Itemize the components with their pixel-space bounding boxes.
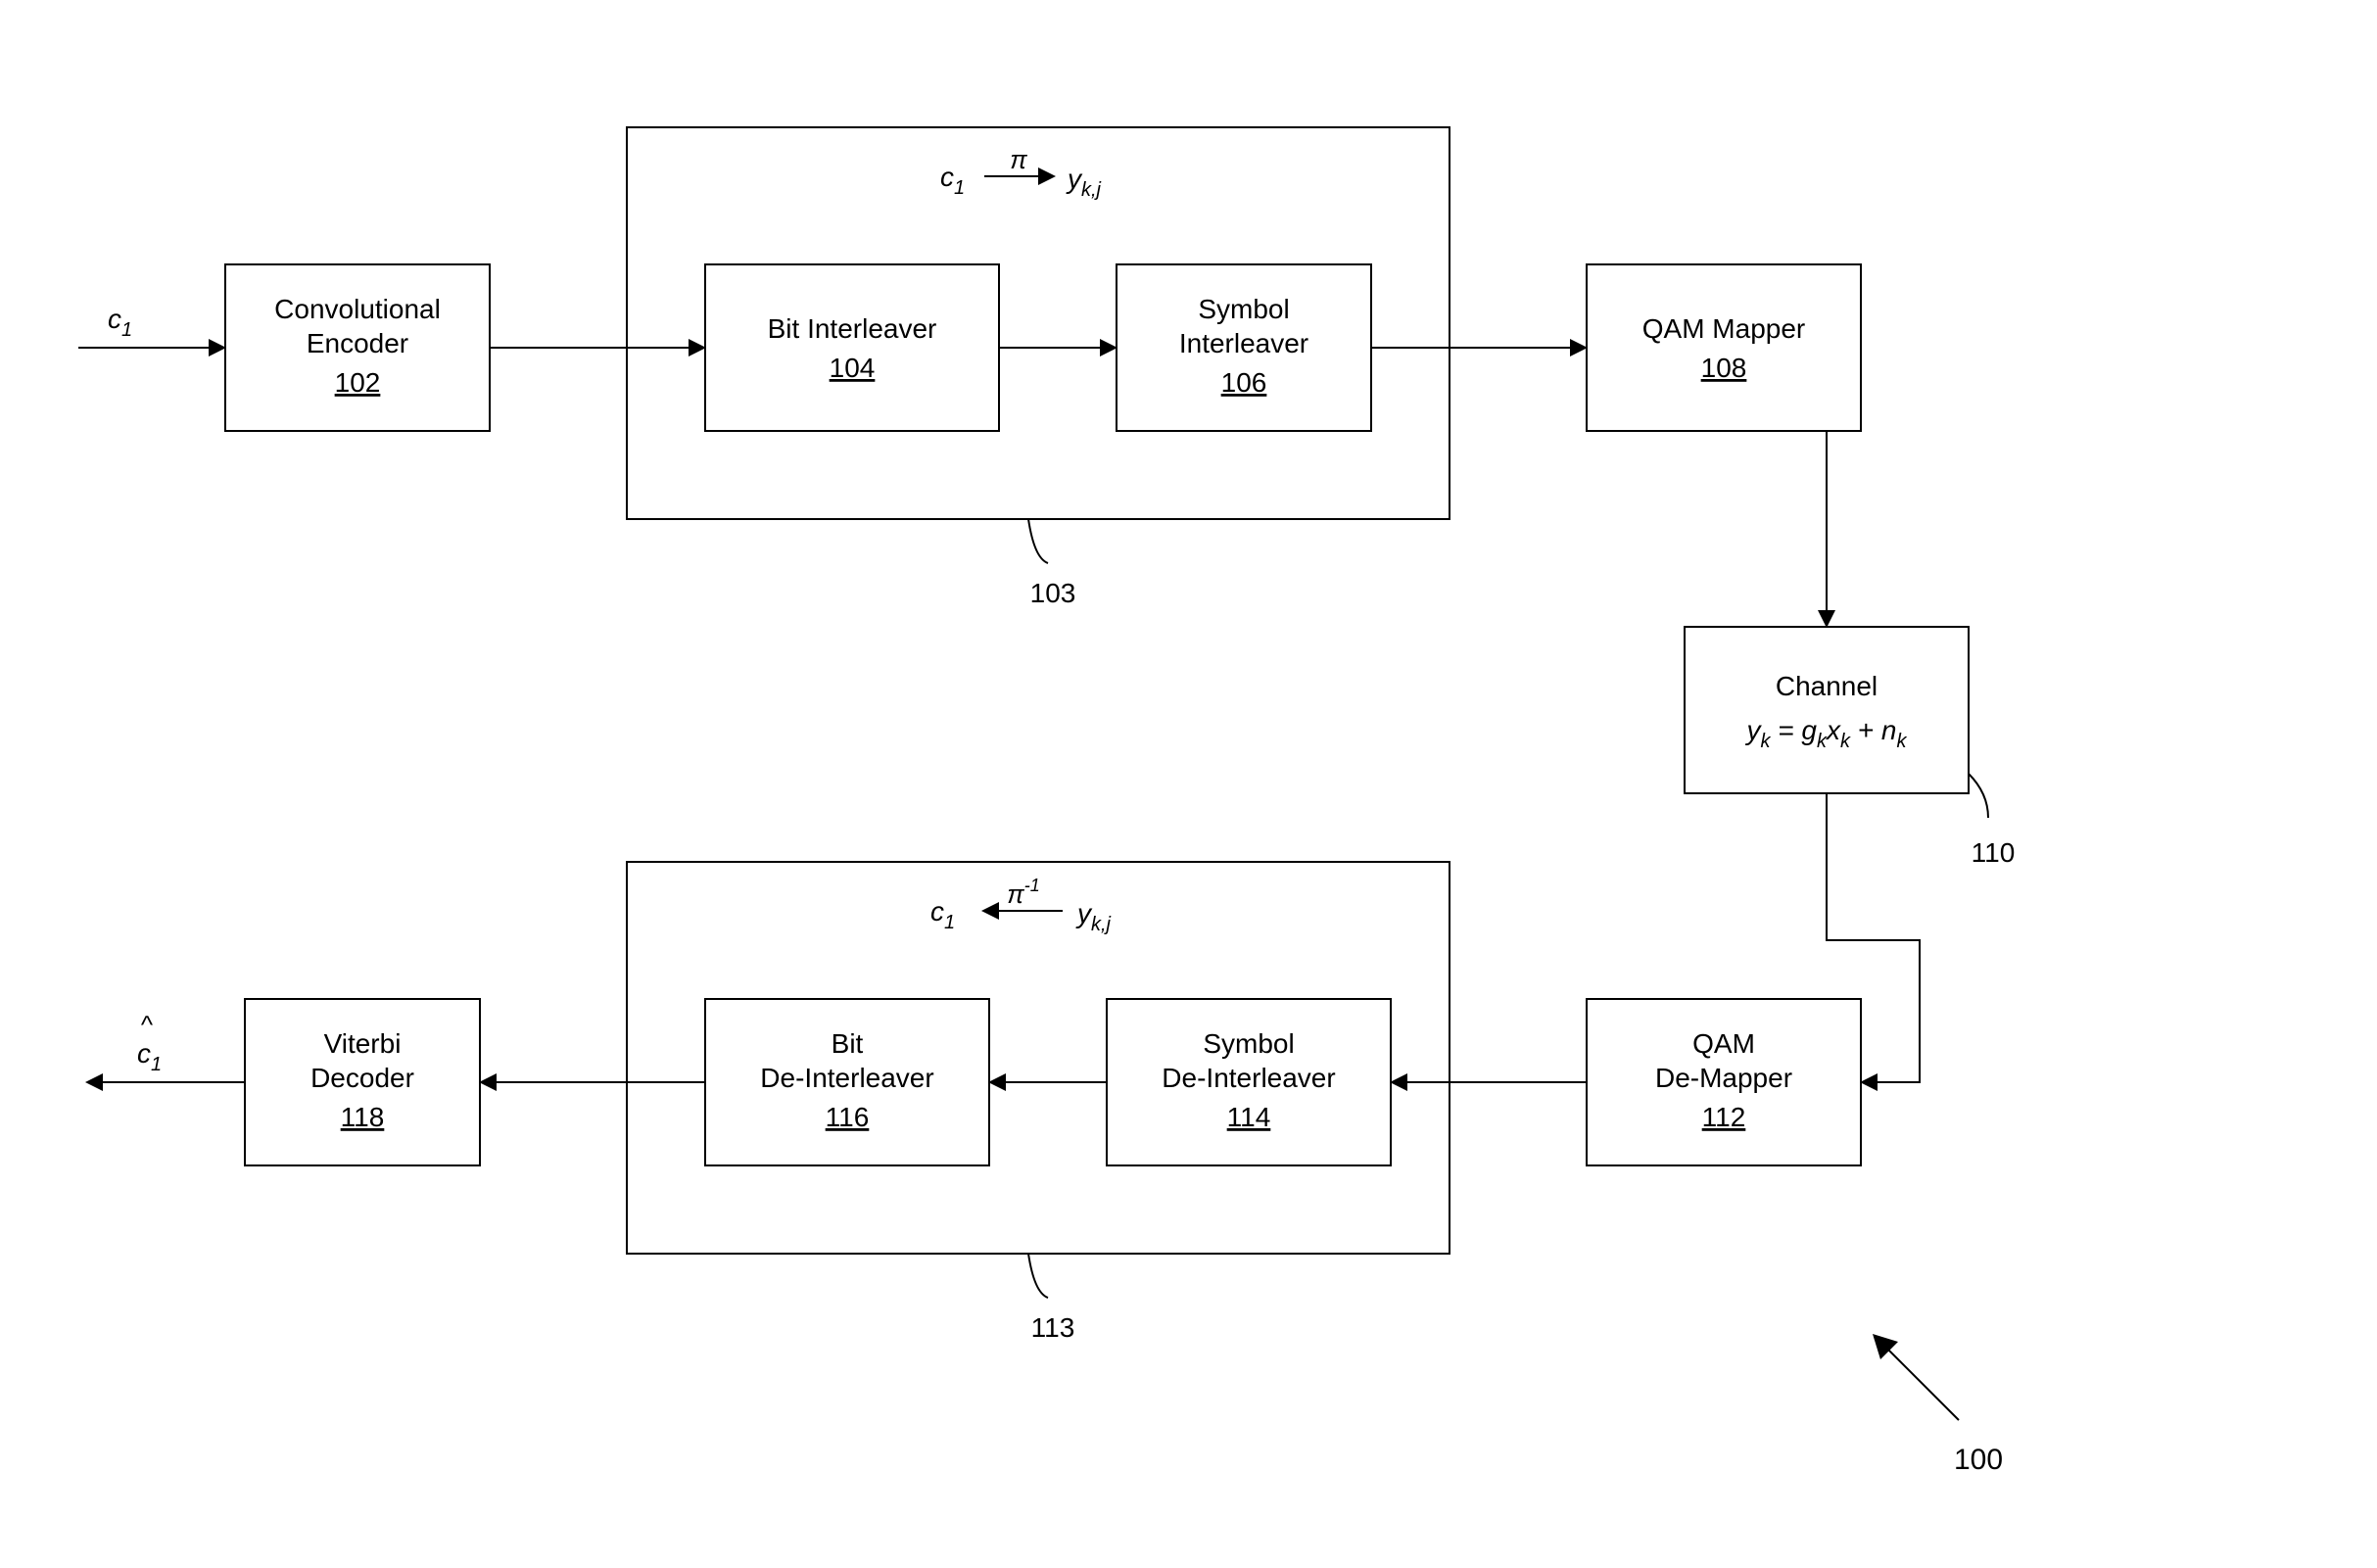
svg-text:De-Interleaver: De-Interleaver — [1162, 1063, 1335, 1093]
svg-text:118: 118 — [341, 1102, 385, 1132]
interleaver-ref: 103 — [1030, 578, 1076, 608]
deinterleaver-ref: 113 — [1031, 1312, 1075, 1343]
svg-text:Interleaver: Interleaver — [1179, 328, 1308, 358]
svg-text:yk,j: yk,j — [1066, 164, 1102, 201]
svg-text:102: 102 — [335, 367, 381, 398]
symbol-deinterleaver-block: Symbol De-Interleaver 114 — [1107, 999, 1391, 1165]
svg-text:100: 100 — [1954, 1444, 2003, 1476]
svg-text:112: 112 — [1702, 1102, 1746, 1132]
perm-label-top: c1 π yk,j — [940, 145, 1102, 201]
symbol-interleaver-block: Symbol Interleaver 106 — [1117, 264, 1371, 431]
svg-text:114: 114 — [1227, 1102, 1271, 1132]
qam-mapper-block: QAM Mapper 108 — [1587, 264, 1861, 431]
svg-text:106: 106 — [1221, 367, 1267, 398]
svg-text:Symbol: Symbol — [1198, 294, 1289, 324]
svg-text:Bit: Bit — [832, 1028, 864, 1059]
bit-interleaver-block: Bit Interleaver 104 — [705, 264, 999, 431]
svg-text:Symbol: Symbol — [1203, 1028, 1294, 1059]
block-diagram: 103 113 c1 π yk,j c1 π-1 yk,j Convolutio… — [0, 0, 2377, 1568]
svg-text:De-Interleaver: De-Interleaver — [760, 1063, 933, 1093]
viterbi-decoder-block: Viterbi Decoder 118 — [245, 999, 480, 1165]
svg-text:Viterbi: Viterbi — [324, 1028, 402, 1059]
svg-text:Convolutional: Convolutional — [274, 294, 441, 324]
svg-text:Encoder: Encoder — [307, 328, 408, 358]
svg-text:108: 108 — [1701, 353, 1747, 383]
svg-text:Decoder: Decoder — [310, 1063, 414, 1093]
output-hat: ^ — [141, 1010, 154, 1039]
svg-text:yk,j: yk,j — [1075, 898, 1112, 935]
svg-text:Channel: Channel — [1776, 671, 1878, 701]
svg-text:116: 116 — [826, 1102, 870, 1132]
svg-text:QAM: QAM — [1692, 1028, 1755, 1059]
channel-block: Channel yk = gkxk + nk 110 — [1685, 627, 2015, 868]
input-signal-label: c1 — [108, 304, 132, 341]
svg-text:π-1: π-1 — [1007, 876, 1039, 909]
svg-text:QAM Mapper: QAM Mapper — [1642, 313, 1806, 344]
svg-text:c1: c1 — [940, 162, 965, 199]
svg-text:104: 104 — [830, 353, 876, 383]
svg-text:De-Mapper: De-Mapper — [1655, 1063, 1792, 1093]
output-signal-label: c1 — [137, 1038, 162, 1075]
svg-text:Bit Interleaver: Bit Interleaver — [768, 313, 937, 344]
channel-ref: 110 — [1972, 837, 2016, 868]
svg-text:π: π — [1010, 145, 1027, 174]
figure-ref: 100 — [1873, 1334, 2003, 1476]
bit-deinterleaver-block: Bit De-Interleaver 116 — [705, 999, 989, 1165]
qam-demapper-block: QAM De-Mapper 112 — [1587, 999, 1861, 1165]
svg-text:c1: c1 — [930, 896, 955, 933]
convolutional-encoder-block: Convolutional Encoder 102 — [225, 264, 490, 431]
perm-label-bottom: c1 π-1 yk,j — [930, 876, 1112, 935]
